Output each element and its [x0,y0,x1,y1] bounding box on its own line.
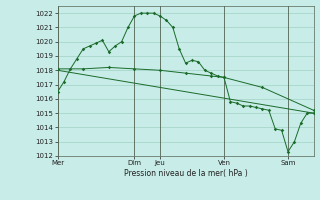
X-axis label: Pression niveau de la mer( hPa ): Pression niveau de la mer( hPa ) [124,169,247,178]
